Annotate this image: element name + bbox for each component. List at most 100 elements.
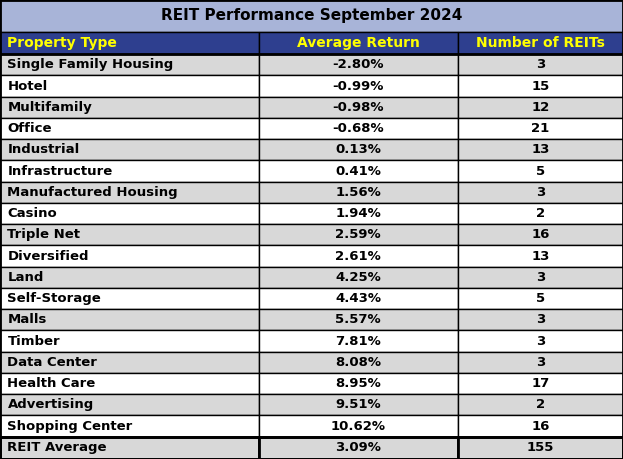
- Bar: [0, 394, 259, 415]
- Bar: [458, 309, 623, 330]
- Bar: [0, 0, 623, 32]
- Text: -2.80%: -2.80%: [333, 58, 384, 71]
- Text: 2: 2: [536, 207, 545, 220]
- Text: 10.62%: 10.62%: [331, 420, 386, 432]
- Text: Health Care: Health Care: [7, 377, 96, 390]
- Bar: [259, 437, 458, 459]
- Bar: [458, 330, 623, 352]
- Bar: [259, 415, 458, 437]
- Bar: [0, 373, 259, 394]
- Text: Multifamily: Multifamily: [7, 101, 92, 114]
- Bar: [458, 373, 623, 394]
- Text: Triple Net: Triple Net: [7, 228, 80, 241]
- Text: 3.09%: 3.09%: [335, 442, 381, 454]
- Bar: [0, 75, 259, 97]
- Bar: [0, 224, 259, 246]
- Bar: [259, 309, 458, 330]
- Bar: [0, 330, 259, 352]
- Bar: [259, 330, 458, 352]
- Text: REIT Performance September 2024: REIT Performance September 2024: [161, 8, 462, 23]
- Text: Data Center: Data Center: [7, 356, 97, 369]
- Text: 8.08%: 8.08%: [335, 356, 381, 369]
- Text: 3: 3: [536, 271, 545, 284]
- Text: 15: 15: [531, 79, 549, 93]
- Bar: [0, 352, 259, 373]
- Text: 3: 3: [536, 335, 545, 347]
- Text: 0.41%: 0.41%: [335, 165, 381, 178]
- Bar: [458, 118, 623, 139]
- Bar: [259, 224, 458, 246]
- Bar: [458, 161, 623, 182]
- Text: 13: 13: [531, 143, 549, 157]
- Bar: [458, 267, 623, 288]
- Bar: [259, 182, 458, 203]
- Bar: [458, 224, 623, 246]
- Bar: [259, 54, 458, 75]
- Text: Infrastructure: Infrastructure: [7, 165, 113, 178]
- Bar: [458, 394, 623, 415]
- Text: 3: 3: [536, 356, 545, 369]
- Text: Property Type: Property Type: [7, 36, 117, 50]
- Bar: [458, 139, 623, 161]
- Text: -0.98%: -0.98%: [333, 101, 384, 114]
- Text: 2.59%: 2.59%: [335, 228, 381, 241]
- Text: 2.61%: 2.61%: [335, 250, 381, 263]
- Text: 16: 16: [531, 228, 549, 241]
- Bar: [458, 246, 623, 267]
- Bar: [259, 288, 458, 309]
- Text: 9.51%: 9.51%: [335, 398, 381, 411]
- Text: 3: 3: [536, 58, 545, 71]
- Text: Office: Office: [7, 122, 52, 135]
- Text: Diversified: Diversified: [7, 250, 89, 263]
- Text: 4.25%: 4.25%: [335, 271, 381, 284]
- Bar: [0, 267, 259, 288]
- Bar: [458, 97, 623, 118]
- Text: 7.81%: 7.81%: [335, 335, 381, 347]
- Bar: [458, 415, 623, 437]
- Bar: [458, 75, 623, 97]
- Text: Number of REITs: Number of REITs: [476, 36, 605, 50]
- Bar: [458, 352, 623, 373]
- Text: 16: 16: [531, 420, 549, 432]
- Bar: [458, 32, 623, 54]
- Bar: [259, 203, 458, 224]
- Text: 2: 2: [536, 398, 545, 411]
- Bar: [0, 309, 259, 330]
- Text: 13: 13: [531, 250, 549, 263]
- Text: 155: 155: [527, 442, 554, 454]
- Text: Hotel: Hotel: [7, 79, 48, 93]
- Bar: [0, 54, 259, 75]
- Bar: [0, 139, 259, 161]
- Text: Advertising: Advertising: [7, 398, 93, 411]
- Bar: [458, 437, 623, 459]
- Bar: [259, 97, 458, 118]
- Text: Self-Storage: Self-Storage: [7, 292, 101, 305]
- Text: -0.99%: -0.99%: [333, 79, 384, 93]
- Bar: [0, 246, 259, 267]
- Text: 4.43%: 4.43%: [335, 292, 381, 305]
- Text: Industrial: Industrial: [7, 143, 80, 157]
- Text: 5: 5: [536, 292, 545, 305]
- Bar: [259, 161, 458, 182]
- Bar: [259, 352, 458, 373]
- Text: 8.95%: 8.95%: [335, 377, 381, 390]
- Bar: [458, 182, 623, 203]
- Bar: [259, 267, 458, 288]
- Text: 0.13%: 0.13%: [335, 143, 381, 157]
- Text: Timber: Timber: [7, 335, 60, 347]
- Text: 3: 3: [536, 186, 545, 199]
- Bar: [0, 203, 259, 224]
- Bar: [0, 161, 259, 182]
- Bar: [0, 32, 259, 54]
- Bar: [0, 437, 259, 459]
- Text: 12: 12: [531, 101, 549, 114]
- Bar: [458, 203, 623, 224]
- Bar: [458, 288, 623, 309]
- Text: Casino: Casino: [7, 207, 57, 220]
- Text: 1.94%: 1.94%: [335, 207, 381, 220]
- Bar: [259, 118, 458, 139]
- Bar: [0, 288, 259, 309]
- Bar: [259, 75, 458, 97]
- Text: Average Return: Average Return: [297, 36, 420, 50]
- Bar: [259, 246, 458, 267]
